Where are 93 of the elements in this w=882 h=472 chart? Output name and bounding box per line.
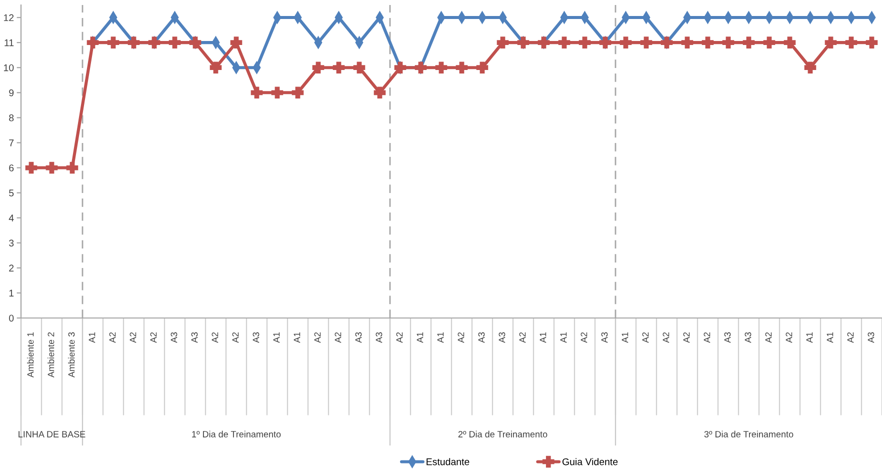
x-tick-label: A2 (212, 332, 218, 343)
y-tick-label: 1 (9, 290, 14, 296)
x-tick-label: A3 (355, 332, 362, 343)
x-tick-label: A1 (806, 332, 813, 343)
y-tick-label: 5 (9, 190, 14, 196)
y-tick-label: 2 (9, 264, 14, 272)
point (312, 62, 324, 74)
point (702, 36, 714, 48)
y-tick-label: 6 (9, 164, 14, 172)
x-tick-label: A3 (868, 332, 874, 343)
x-tick-label: A2 (150, 332, 157, 343)
x-tick-label: A2 (130, 332, 136, 343)
x-tick-label: A3 (376, 332, 382, 343)
x-tick-label: A2 (662, 332, 670, 343)
y-tick-label: 11 (4, 39, 14, 46)
point (332, 62, 345, 74)
point (230, 36, 242, 48)
point (374, 86, 386, 99)
x-tick-label: A3 (170, 332, 178, 343)
point (804, 62, 816, 74)
point (763, 36, 776, 48)
x-tick-label: A2 (580, 332, 588, 343)
point (107, 36, 120, 48)
point (866, 36, 878, 48)
point (271, 86, 284, 99)
x-tick-label: A3 (191, 332, 198, 343)
y-tick-label: 0 (9, 314, 14, 322)
x-tick-label: A2 (109, 332, 116, 343)
x-tick-label: A1 (294, 332, 300, 343)
y-tick-label: 12 (4, 14, 14, 22)
point (46, 162, 58, 174)
x-tick-label: Ambiente 3 (68, 332, 75, 378)
x-tick-label: A1 (622, 332, 628, 343)
x-tick-label: A2 (396, 332, 403, 343)
point (722, 36, 734, 48)
x-tick-label: Ambiente 1 (27, 332, 34, 378)
text: 3º Dia de Treinamento (704, 430, 794, 438)
x-tick-label: A2 (704, 332, 710, 343)
point (578, 36, 591, 48)
x-tick-label: A1 (88, 332, 96, 343)
point (66, 162, 78, 174)
y-tick-label: 9 (9, 89, 14, 96)
x-tick-label: A2 (786, 332, 792, 343)
x-tick-label: A1 (560, 332, 567, 343)
x-tick-label: A2 (314, 332, 321, 343)
point (456, 62, 468, 74)
x-tick-label: A2 (847, 332, 854, 343)
y-tick-label: 10 (4, 64, 14, 72)
x-tick-label: A2 (334, 332, 342, 343)
legend-label: Estudante (426, 458, 470, 466)
y-tick-label: 8 (9, 114, 14, 122)
point (784, 36, 796, 48)
point (681, 36, 694, 48)
point (476, 62, 488, 74)
text: 1º Dia de Treinamento (192, 430, 281, 438)
x-tick-label: A2 (458, 332, 464, 343)
point (353, 62, 366, 74)
x-tick-label: A2 (642, 332, 649, 343)
x-tick-label: A2 (519, 332, 526, 343)
x-tick-label: A3 (252, 332, 260, 343)
point (292, 86, 304, 99)
x-tick-label: A1 (540, 332, 546, 343)
x-tick-label: A3 (601, 332, 608, 343)
point (25, 162, 38, 174)
point (210, 62, 222, 74)
point (845, 36, 858, 48)
x-tick-label: A1 (416, 332, 424, 343)
y-tick-label: 3 (9, 240, 14, 246)
x-tick-label: A3 (478, 332, 485, 343)
x-tick-label: A2 (232, 332, 239, 343)
point (742, 36, 755, 48)
x-tick-label: A3 (744, 332, 752, 343)
point (496, 36, 509, 48)
x-tick-label: A3 (498, 332, 506, 343)
point (250, 86, 263, 99)
point (640, 36, 652, 48)
point (558, 36, 570, 48)
x-tick-label: A3 (724, 332, 731, 343)
point (168, 36, 181, 48)
x-tick-label: A2 (765, 332, 772, 343)
x-tick-label: Ambiente 2 (48, 332, 54, 378)
point (824, 36, 837, 48)
x-tick-label: A1 (273, 332, 280, 343)
y-tick-label: 4 (8, 214, 14, 222)
legend-label: Guia Vidente (562, 458, 618, 466)
x-tick-label: A1 (437, 332, 444, 343)
y-tick-label: 7 (9, 140, 14, 146)
point (435, 62, 448, 74)
x-tick-label: A2 (683, 332, 690, 343)
x-tick-label: A1 (826, 332, 834, 343)
point (620, 36, 632, 48)
text: LINHA DE BASE (18, 431, 86, 438)
text: 2º Dia de Treinamento (458, 430, 548, 438)
